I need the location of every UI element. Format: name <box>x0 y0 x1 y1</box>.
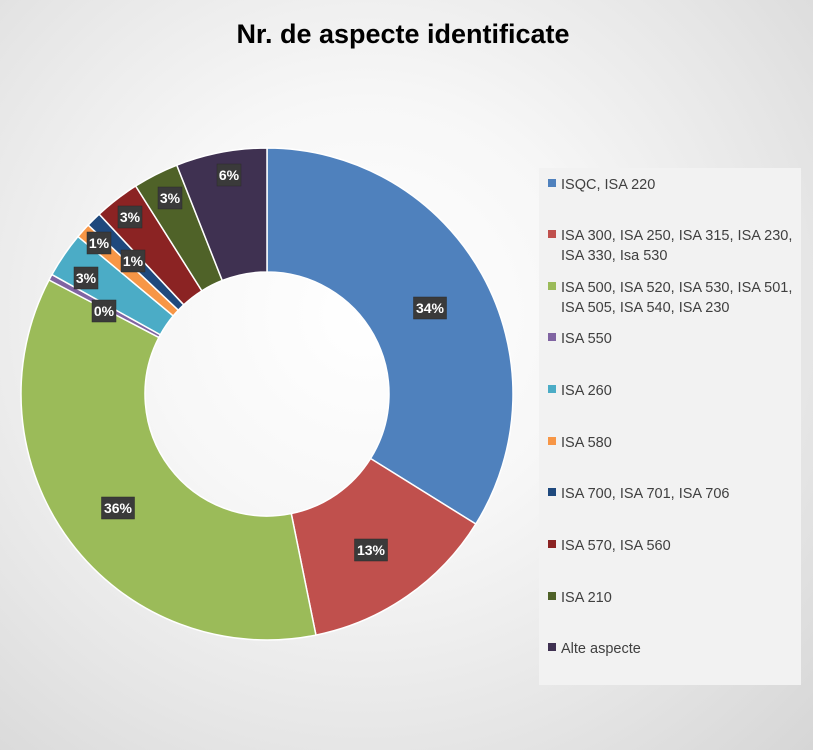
legend-label: ISA 210 <box>561 590 612 606</box>
legend-label: ISA 330, Isa 530 <box>561 248 667 264</box>
legend-item-10: Alte aspecte <box>548 641 641 657</box>
data-label-1: 34% <box>413 296 447 320</box>
data-label-box <box>413 296 447 320</box>
slice-10 <box>175 147 268 282</box>
legend-label: ISA 580 <box>561 435 612 451</box>
legend-label: ISQC, ISA 220 <box>561 177 655 193</box>
data-label-value: 6% <box>219 167 240 183</box>
legend-swatch <box>548 592 556 600</box>
data-label-3: 36% <box>101 496 135 520</box>
legend-item-7: ISA 700, ISA 701, ISA 706 <box>548 486 730 502</box>
legend-swatch <box>548 540 556 548</box>
legend-label: ISA 550 <box>561 331 612 347</box>
data-label-8: 3% <box>117 205 143 229</box>
legend-item-8: ISA 570, ISA 560 <box>548 538 671 554</box>
legend-swatch <box>548 437 556 445</box>
data-label-box <box>120 249 146 273</box>
legend-label: ISA 700, ISA 701, ISA 706 <box>561 486 730 502</box>
data-label-5: 3% <box>73 266 99 290</box>
data-label-box <box>101 496 135 520</box>
data-label-value: 0% <box>94 303 115 319</box>
data-label-value: 34% <box>416 300 445 316</box>
legend-label: ISA 500, ISA 520, ISA 530, ISA 501, <box>561 280 792 296</box>
legend-label: ISA 260 <box>561 383 612 399</box>
legend-swatch <box>548 385 556 393</box>
legend: ISQC, ISA 220 ISA 300, ISA 250, ISA 315, … <box>548 177 792 657</box>
slices-group <box>20 147 514 641</box>
legend-swatch <box>548 282 556 290</box>
legend-swatch <box>548 179 556 187</box>
data-label-9: 3% <box>157 186 183 210</box>
data-label-value: 1% <box>123 253 144 269</box>
data-label-value: 3% <box>76 270 97 286</box>
data-label-10: 6% <box>216 163 242 187</box>
data-label-value: 3% <box>120 209 141 225</box>
legend-item-4: ISA 550 <box>548 331 612 347</box>
legend-label: ISA 505, ISA 540, ISA 230 <box>561 300 730 316</box>
legend-item-9: ISA 210 <box>548 590 612 606</box>
data-label-value: 3% <box>160 190 181 206</box>
chart-title: Nr. de aspecte identificate <box>236 19 569 49</box>
legend-box <box>539 168 801 685</box>
legend-swatch <box>548 643 556 651</box>
legend-swatch <box>548 333 556 341</box>
data-label-box <box>354 538 388 562</box>
data-label-box <box>157 186 183 210</box>
data-label-box <box>91 299 117 323</box>
legend-label: Alte aspecte <box>561 641 641 657</box>
legend-swatch <box>548 488 556 496</box>
legend-swatch <box>548 230 556 238</box>
data-label-value: 13% <box>357 542 386 558</box>
data-label-6: 1% <box>86 231 112 255</box>
data-label-2: 13% <box>354 538 388 562</box>
legend-item-2: ISA 300, ISA 250, ISA 315, ISA 230, ISA 3… <box>548 228 792 264</box>
legend-item-6: ISA 580 <box>548 435 612 451</box>
legend-label: ISA 300, ISA 250, ISA 315, ISA 230, <box>561 228 792 244</box>
data-label-box <box>216 163 242 187</box>
data-label-7: 1% <box>120 249 146 273</box>
data-label-value: 36% <box>104 500 133 516</box>
slice-1 <box>266 147 514 526</box>
legend-item-1: ISQC, ISA 220 <box>548 177 655 193</box>
legend-label: ISA 570, ISA 560 <box>561 538 671 554</box>
legend-item-5: ISA 260 <box>548 383 612 399</box>
data-label-4: 0% <box>91 299 117 323</box>
data-label-box <box>117 205 143 229</box>
data-label-box <box>86 231 112 255</box>
data-labels-group: 34% 13% 36% 0% 3% 1% 1% 3% 3% 6% <box>73 163 447 562</box>
data-label-box <box>73 266 99 290</box>
data-label-value: 1% <box>89 235 110 251</box>
slice-3 <box>20 278 317 641</box>
legend-item-3: ISA 500, ISA 520, ISA 530, ISA 501, ISA 5… <box>548 280 792 316</box>
